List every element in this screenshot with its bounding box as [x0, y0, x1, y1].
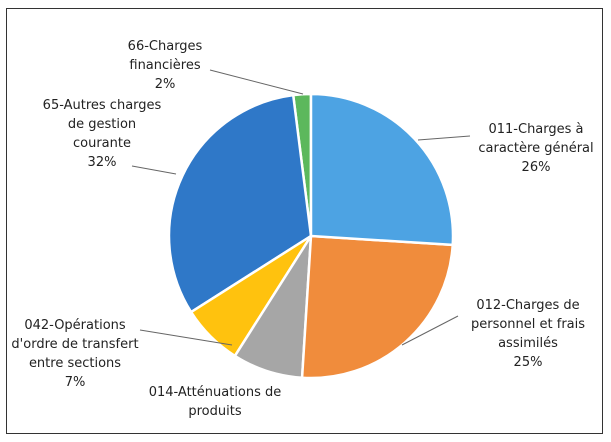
pie-slice — [309, 92, 455, 247]
value-label: 2% — [154, 77, 176, 92]
slice-label: 66-Charges financières 2% — [100, 37, 230, 94]
leader-line — [209, 69, 304, 95]
category-label: 66-Charges financières — [127, 39, 203, 73]
leader-line — [417, 135, 471, 141]
frame — [6, 8, 603, 434]
category-label: 042-Opérations d'ordre de transfert entr… — [11, 318, 139, 371]
value-label: 25% — [513, 355, 543, 370]
leader-line — [139, 329, 233, 346]
value-label: 7% — [64, 375, 86, 390]
category-label: 011-Charges à caractère général — [478, 122, 594, 156]
pie-slice — [300, 234, 455, 380]
category-label: 012-Charges de personnel et frais assimi… — [470, 298, 586, 351]
slice-label: 011-Charges à caractère général 26% — [470, 120, 602, 177]
value-label: 32% — [87, 155, 117, 170]
category-label: 65-Autres charges de gestion courante — [42, 98, 162, 151]
slice-label: 65-Autres charges de gestion courante 32% — [42, 96, 162, 172]
slice-label: 042-Opérations d'ordre de transfert entr… — [8, 316, 142, 392]
leader-lines — [131, 69, 471, 346]
leader-line — [131, 165, 177, 175]
category-label: 014-Atténuations de produits — [148, 385, 282, 419]
slice-label: 012-Charges de personnel et frais assimi… — [452, 296, 604, 372]
leader-line — [401, 315, 459, 346]
value-label: 26% — [521, 160, 551, 175]
slice-label: 014-Atténuations de produits — [148, 383, 282, 421]
